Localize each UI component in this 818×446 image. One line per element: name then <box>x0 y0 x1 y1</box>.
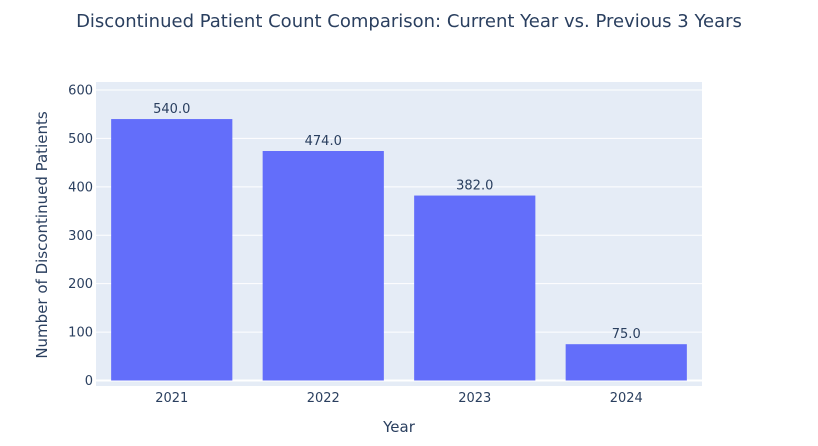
y-tick-label: 600 <box>68 84 93 99</box>
y-tick-label: 0 <box>85 374 93 389</box>
x-axis-title: Year <box>382 418 416 436</box>
bar-2023 <box>414 195 536 381</box>
x-tick-label: 2021 <box>155 391 188 406</box>
y-axis-title: Number of Discontinued Patients <box>33 111 51 359</box>
x-tick-label: 2024 <box>610 391 643 406</box>
bars: 540.0 474.0 382.0 75.0 <box>111 102 687 381</box>
bar-2022 <box>262 151 384 381</box>
x-tick-label: 2022 <box>307 391 340 406</box>
axis-ticks: 0 100 200 300 400 500 600 2021 2022 2023 2024 <box>68 84 643 407</box>
bar-value-label: 474.0 <box>305 134 342 149</box>
bar-2021 <box>111 119 233 381</box>
bar-value-label: 75.0 <box>612 327 641 342</box>
bar-value-label: 382.0 <box>456 179 493 194</box>
bar-value-label: 540.0 <box>153 102 190 117</box>
y-tick-label: 200 <box>68 277 93 292</box>
x-tick-label: 2023 <box>458 391 491 406</box>
bar-2024 <box>565 344 687 381</box>
chart-title: Discontinued Patient Count Comparison: C… <box>76 11 742 32</box>
y-tick-label: 500 <box>68 132 93 147</box>
y-tick-label: 100 <box>68 326 93 341</box>
y-tick-label: 400 <box>68 180 93 195</box>
y-tick-label: 300 <box>68 229 93 244</box>
